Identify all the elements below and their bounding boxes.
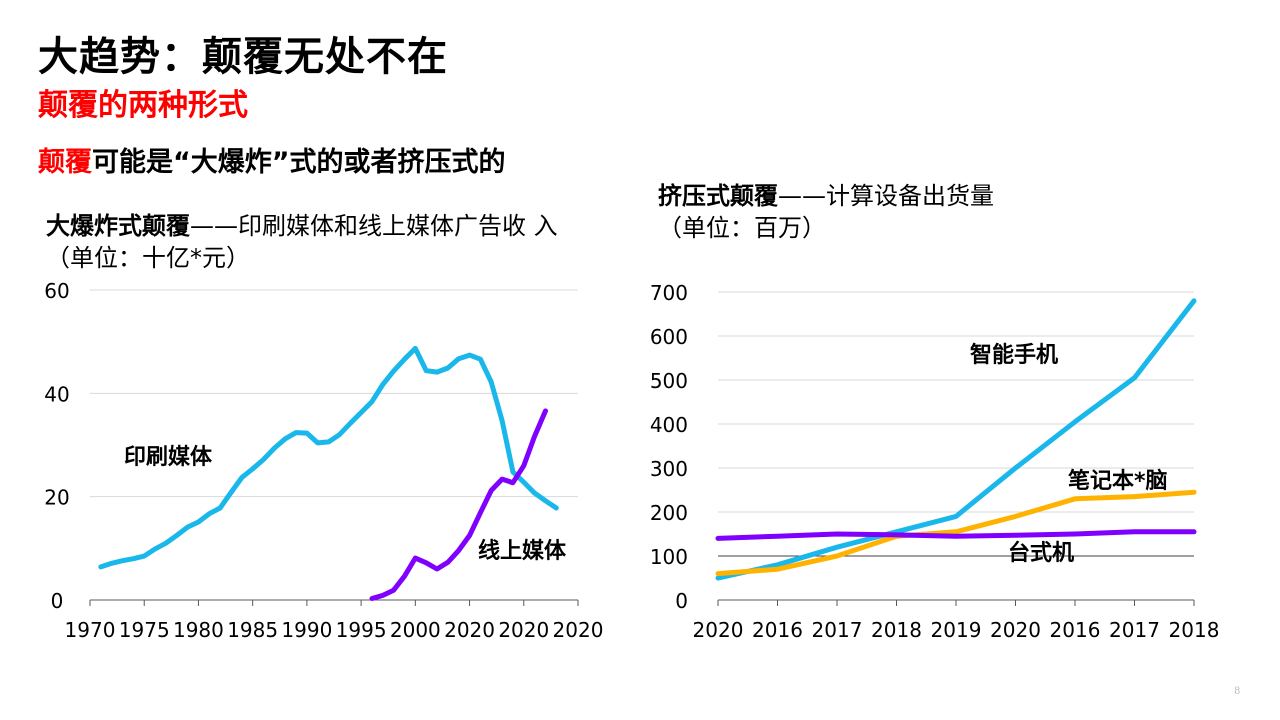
left-series-label-2: 线上媒体 (478, 538, 567, 564)
right-chart-title-bold: 挤压式颠覆 (658, 182, 778, 210)
right-series-line-2 (715, 489, 1197, 577)
left-series-label-1: 印刷媒体 (124, 444, 213, 470)
right-x-tick-label: 2019 (931, 618, 982, 642)
left-y-tick-label: 20 (44, 486, 69, 510)
left-chart-unit: （单位：十亿*元） (46, 244, 250, 272)
left-y-tick-label: 0 (51, 589, 64, 613)
right-y-tick-label: 100 (650, 545, 688, 569)
right-y-tick-label: 200 (650, 501, 688, 525)
right-x-tick-label: 2016 (1050, 618, 1101, 642)
left-x-tick-label: 1970 (65, 618, 116, 642)
right-y-tick-label: 400 (650, 413, 688, 437)
left-chart-title: 大爆炸式颠覆——印刷媒体和线上媒体广告收 入 （单位：十亿*元） (46, 210, 586, 274)
headline-red-word: 颠覆 (38, 147, 92, 178)
left-x-tick-label: 2000 (390, 618, 441, 642)
left-series-line-2 (369, 408, 548, 601)
headline-rest: 可能是“大爆炸”式的或者挤压式的 (92, 147, 506, 178)
right-y-tick-label: 600 (650, 325, 688, 349)
right-chart-title: 挤压式颠覆——计算设备出货量 （单位：百万） (658, 180, 1038, 244)
left-x-tick-label: 1980 (173, 618, 224, 642)
right-x-tick-label: 2020 (693, 618, 744, 642)
left-y-tick-label: 60 (44, 279, 69, 303)
left-chart-title-rest: ——印刷媒体和线上媒体广告收 入 (190, 212, 558, 240)
right-x-tick-label: 2018 (871, 618, 922, 642)
right-x-tick-label: 2017 (812, 618, 863, 642)
right-series-label-3: 台式机 (1008, 540, 1074, 566)
left-series-line-1 (98, 345, 559, 570)
right-series-label-2: 笔记本*脑 (1068, 468, 1168, 494)
left-x-tick-label: 1995 (336, 618, 387, 642)
left-x-tick-label: 1990 (281, 618, 332, 642)
slide-headline: 颠覆可能是“大爆炸”式的或者挤压式的 (38, 140, 506, 179)
right-x-tick-label: 2020 (990, 618, 1041, 642)
right-y-tick-label: 300 (650, 457, 688, 481)
slide-title: 大趋势：颠覆无处不在 (38, 34, 448, 80)
right-series-label-1: 智能手机 (970, 342, 1058, 368)
left-x-tick-label: 2020 (444, 618, 495, 642)
right-y-tick-label: 500 (650, 369, 688, 393)
left-x-tick-label: 2020 (553, 618, 604, 642)
right-x-tick-label: 2017 (1109, 618, 1160, 642)
slide-subtitle: 颠覆的两种形式 (38, 88, 248, 123)
left-x-tick-label: 1975 (119, 618, 170, 642)
right-series-line-3 (715, 529, 1197, 541)
right-chart-unit: （单位：百万） (658, 214, 826, 242)
left-chart-title-bold: 大爆炸式颠覆 (46, 212, 190, 240)
right-y-tick-label: 0 (675, 589, 688, 613)
right-series-line-1 (715, 298, 1197, 581)
left-x-tick-label: 2020 (498, 618, 549, 642)
right-chart-title-rest: ——计算设备出货量 (778, 182, 994, 210)
right-y-tick-label: 700 (650, 281, 688, 305)
left-x-tick-label: 1985 (227, 618, 278, 642)
page-number: 8 (1234, 686, 1241, 697)
right-x-tick-label: 2016 (752, 618, 803, 642)
right-x-tick-label: 2018 (1169, 618, 1220, 642)
left-y-tick-label: 40 (44, 382, 69, 406)
